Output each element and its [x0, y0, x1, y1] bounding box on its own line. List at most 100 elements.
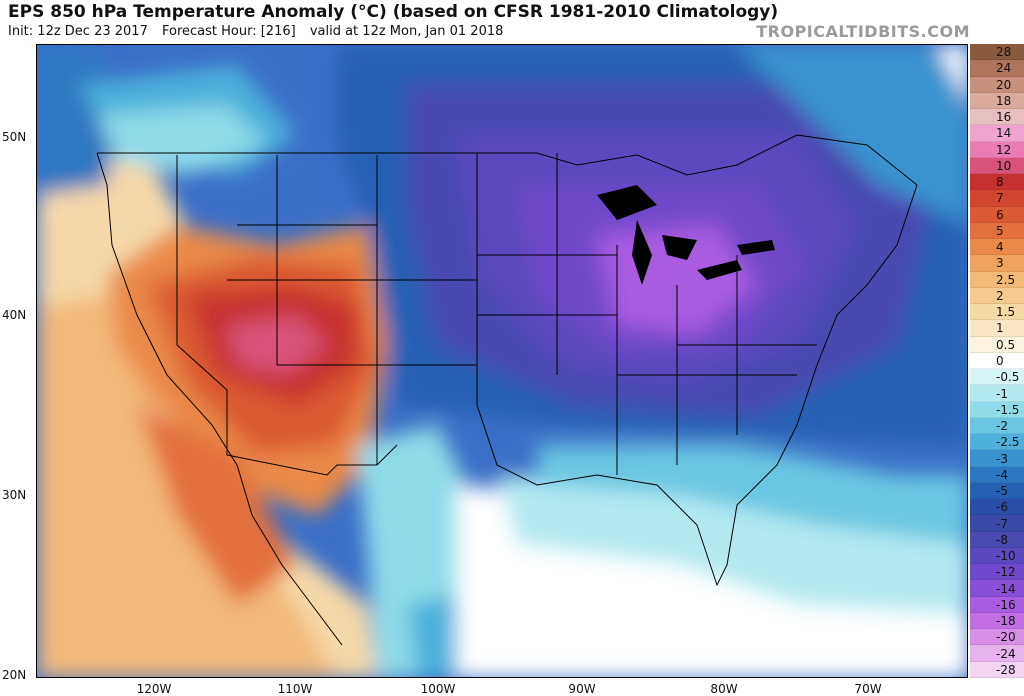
lat-label-50n: 50N [2, 130, 27, 144]
lat-label-40n: 40N [2, 308, 27, 322]
colorbar-swatch: 6 [970, 206, 1024, 223]
brand-watermark: TROPICALTIDBITS.COM [756, 22, 970, 41]
colorbar-swatch: 10 [970, 157, 1024, 175]
forecast-hour: Forecast Hour: [216] [161, 24, 296, 39]
map-title: EPS 850 hPa Temperature Anomaly (°C) (ba… [8, 2, 779, 22]
lon-label-90w: 90W [568, 682, 596, 696]
colorbar-swatch: 2 [970, 287, 1024, 305]
colorbar-label: -10 [996, 549, 1016, 564]
colorbar-swatch: -1 [970, 385, 1024, 402]
valid-time: valid at 12z Mon, Jan 01 2018 [309, 24, 504, 39]
colorbar-swatch: -16 [970, 596, 1024, 613]
forecast-info: Init: 12z Dec 23 2017 Forecast Hour: [21… [8, 24, 513, 39]
colorbar-swatch: 28 [970, 44, 1024, 61]
colorbar-swatch: -1.5 [970, 401, 1024, 418]
lon-label-80w: 80W [710, 682, 738, 696]
colorbar-label: -12 [996, 565, 1016, 580]
colorbar-label: 5 [996, 223, 1004, 238]
colorbar-label: -2 [996, 419, 1008, 434]
colorbar-label: 28 [996, 45, 1012, 60]
colorbar-swatch: 7 [970, 190, 1024, 207]
colorbar-swatch: -14 [970, 580, 1024, 597]
colorbar-swatch: 16 [970, 109, 1024, 126]
colorbar-label: -8 [996, 532, 1008, 547]
colorbar-swatch: -2 [970, 417, 1024, 435]
lat-label-30n: 30N [2, 488, 27, 502]
colorbar-label: 1 [996, 321, 1004, 336]
colorbar-swatch: -8 [970, 531, 1024, 548]
colorbar-label: -18 [996, 614, 1016, 629]
colorbar-label: 0 [996, 353, 1004, 368]
colorbar-swatch: 1.5 [970, 304, 1024, 321]
colorbar-label: -24 [996, 646, 1016, 661]
colorbar-label: 10 [996, 158, 1012, 173]
colorbar-swatch: -0.5 [970, 369, 1024, 386]
lon-label-70w: 70W [854, 682, 882, 696]
anomaly-map [36, 44, 968, 678]
lat-label-20n: 20N [2, 668, 27, 682]
colorbar-label: 18 [996, 93, 1012, 108]
anomaly-field [37, 45, 967, 677]
colorbar-label: 3 [996, 256, 1004, 271]
colorbar-label: -3 [996, 451, 1008, 466]
colorbar-swatch: -6 [970, 499, 1024, 516]
colorbar-label: -16 [996, 597, 1016, 612]
colorbar-label: 0.5 [996, 337, 1016, 352]
colorbar-label: 2.5 [996, 272, 1016, 287]
nv-az-border [176, 155, 398, 476]
colorbar-label: 8 [996, 175, 1004, 190]
colorbar-label: 24 [996, 61, 1012, 76]
colorbar-label: 16 [996, 110, 1012, 125]
colorbar-swatch: -12 [970, 564, 1024, 581]
colorbar-label: 4 [996, 240, 1004, 255]
colorbar-swatch: -7 [970, 515, 1024, 532]
pacific-coastline [96, 152, 343, 646]
lon-label-100w: 100W [420, 682, 456, 696]
colorbar-swatch: -20 [970, 629, 1024, 646]
colorbar-label: -0.5 [996, 370, 1020, 385]
boundaries [96, 134, 918, 646]
colorbar-label: -20 [996, 630, 1016, 645]
us-east-coastline [476, 153, 918, 587]
colorbar-label: -6 [996, 500, 1008, 515]
colorbar-swatch: -24 [970, 645, 1024, 662]
colorbar-swatch: 3 [970, 255, 1024, 272]
colorbar-label: -14 [996, 581, 1016, 596]
colorbar-swatch: 2.5 [970, 271, 1024, 288]
colorbar-label: -2.5 [996, 435, 1020, 450]
colorbar-label: 20 [996, 77, 1012, 92]
colorbar-label: -1.5 [996, 402, 1020, 417]
colorbar-swatch: 12 [970, 141, 1024, 158]
colorbar-label: -28 [996, 662, 1016, 677]
colorbar-swatch: -2.5 [970, 434, 1024, 451]
colorbar-label: 14 [996, 126, 1012, 141]
colorbar-swatch: -4 [970, 466, 1024, 483]
lon-label-110w: 110W [277, 682, 313, 696]
colorbar-swatch: 8 [970, 174, 1024, 191]
temperature-colorbar: 28 24 20 18 16 14 12 10 8 7 6 5 4 3 2.5 2 1.5 1 0.5 0 -0.5 -1… [970, 44, 1024, 678]
lon-label-120w: 120W [136, 682, 172, 696]
colorbar-swatch: 5 [970, 222, 1024, 240]
colorbar-label: -4 [996, 467, 1008, 482]
anomaly-map-canvas [37, 45, 967, 677]
colorbar-swatch: -28 [970, 661, 1024, 678]
colorbar-swatch: 0 [970, 352, 1024, 370]
colorbar-label: -5 [996, 484, 1008, 499]
colorbar-swatch: -10 [970, 547, 1024, 565]
colorbar-label: -1 [996, 386, 1008, 401]
colorbar-swatch: 1 [970, 320, 1024, 337]
colorbar-swatch: 20 [970, 76, 1024, 93]
colorbar-swatch: 0.5 [970, 336, 1024, 353]
colorbar-swatch: 24 [970, 60, 1024, 77]
colorbar-swatch: 18 [970, 92, 1024, 110]
colorbar-label: 12 [996, 142, 1012, 157]
great-lakes [597, 185, 775, 285]
colorbar-label: 7 [996, 191, 1004, 206]
colorbar-swatch: 4 [970, 239, 1024, 256]
colorbar-swatch: -18 [970, 612, 1024, 630]
colorbar-label: 1.5 [996, 305, 1016, 320]
colorbar-swatch: -3 [970, 450, 1024, 467]
colorbar-swatch: -5 [970, 482, 1024, 500]
colorbar-label: 2 [996, 288, 1004, 303]
colorbar-label: 6 [996, 207, 1004, 222]
